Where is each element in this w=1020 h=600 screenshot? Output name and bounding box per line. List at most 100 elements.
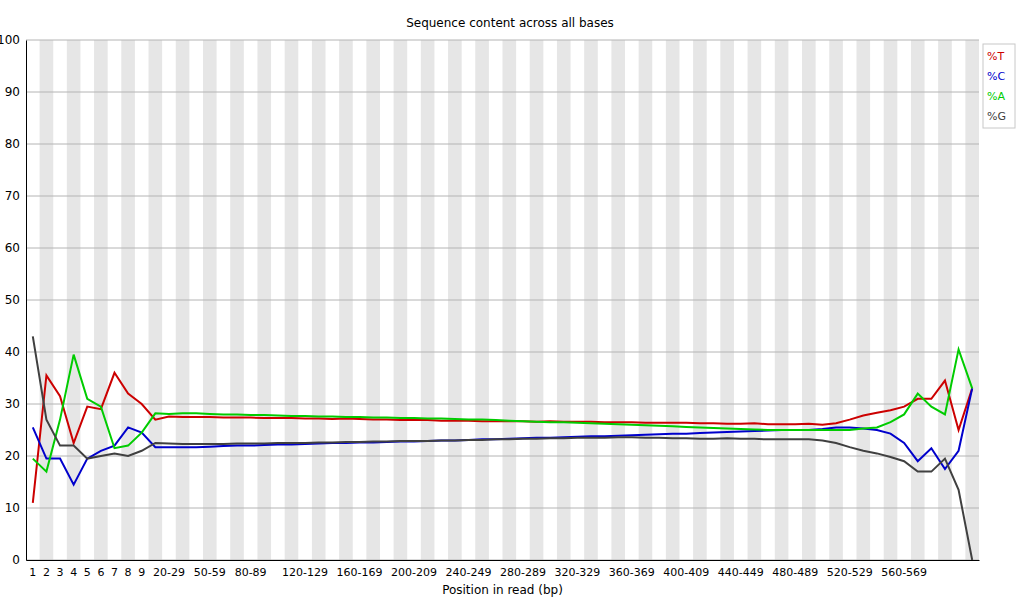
y-tick: 90 xyxy=(5,85,26,99)
y-tick: 0 xyxy=(12,553,26,567)
x-tick: 3 xyxy=(57,560,64,579)
y-axis: 0 10 20 30 40 50 60 70 80 90 100 xyxy=(0,33,27,567)
grid-line xyxy=(26,300,979,301)
grid-line xyxy=(26,404,979,405)
x-tick-label: 320-329 xyxy=(554,566,600,579)
series-line xyxy=(33,349,972,471)
y-tick-label: 20 xyxy=(5,449,20,463)
x-tick: 6 xyxy=(97,560,104,579)
x-tick: 520-529 xyxy=(827,560,873,579)
grid-line xyxy=(26,196,979,197)
x-tick: 8 xyxy=(125,560,132,579)
x-tick: 200-209 xyxy=(391,560,437,579)
y-tick: 80 xyxy=(5,137,26,151)
x-tick: 360-369 xyxy=(609,560,655,579)
y-tick: 30 xyxy=(5,397,26,411)
y-tick-label: 70 xyxy=(5,189,20,203)
x-tick: 1 xyxy=(29,560,36,579)
x-tick-label: 360-369 xyxy=(609,566,655,579)
y-axis-line xyxy=(26,41,27,561)
x-axis: 123456789 20-29 50-59 80-89 120-129 160-169 20… xyxy=(27,560,980,579)
y-tick-label: 90 xyxy=(5,85,20,99)
x-tick: 2 xyxy=(43,560,50,579)
x-tick-label: 440-449 xyxy=(718,566,764,579)
title: Sequence content across all bases xyxy=(406,16,614,30)
y-tick: 10 xyxy=(5,501,26,515)
legend-label: %T xyxy=(987,50,1004,63)
legend-label: %G xyxy=(987,110,1006,123)
grid-line xyxy=(26,508,979,509)
x-tick-label: 3 xyxy=(57,566,64,579)
y-tick: 50 xyxy=(5,293,26,307)
grid-line xyxy=(26,456,979,457)
x-tick-label: 1 xyxy=(29,566,36,579)
y-tick-label: 10 xyxy=(5,501,20,515)
legend-label: %A xyxy=(987,90,1005,103)
x-axis-line xyxy=(27,560,980,561)
y-tick-label: 100 xyxy=(0,33,20,47)
grid-line xyxy=(26,560,979,561)
x-tick: 480-489 xyxy=(772,560,818,579)
y-tick: 70 xyxy=(5,189,26,203)
x-tick: 280-289 xyxy=(500,560,546,579)
x-tick-label: 160-169 xyxy=(337,566,383,579)
x-tick-label: 280-289 xyxy=(500,566,546,579)
x-tick: 50-59 xyxy=(194,560,226,579)
y-tick: 40 xyxy=(5,345,26,359)
x-tick-label: 8 xyxy=(125,566,132,579)
grid xyxy=(26,40,979,560)
legend-box xyxy=(983,44,1015,128)
y-tick-label: 50 xyxy=(5,293,20,307)
x-tick-label: 80-89 xyxy=(235,566,267,579)
legend-label: %C xyxy=(987,70,1005,83)
x-tick-label: 2 xyxy=(43,566,50,579)
x-tick-label: 50-59 xyxy=(194,566,226,579)
x-tick-label: 20-29 xyxy=(153,566,185,579)
y-tick-label: 0 xyxy=(12,553,20,567)
x-tick: 80-89 xyxy=(235,560,267,579)
x-tick: 560-569 xyxy=(881,560,927,579)
x-tick-label: 240-249 xyxy=(445,566,491,579)
y-tick-label: 30 xyxy=(5,397,20,411)
y-tick: 60 xyxy=(5,241,26,255)
legend: %T %C %A %G xyxy=(983,44,1015,128)
y-tick: 100 xyxy=(0,33,26,47)
chart: Sequence content across all bases0102030… xyxy=(0,0,1020,600)
series-line xyxy=(33,336,972,560)
series-line xyxy=(33,373,972,503)
x-tick: 400-409 xyxy=(663,560,709,579)
x-axis-title: Position in read (bp) xyxy=(442,583,563,597)
x-tick-label: 6 xyxy=(97,566,104,579)
x-tick: 20-29 xyxy=(153,560,185,579)
grid-line xyxy=(26,352,979,353)
series-line xyxy=(33,388,972,484)
grid-line xyxy=(26,144,979,145)
x-tick: 120-129 xyxy=(282,560,328,579)
y-tick-label: 60 xyxy=(5,241,20,255)
x-tick-label: 9 xyxy=(138,566,145,579)
y-tick-label: 40 xyxy=(5,345,20,359)
x-tick: 160-169 xyxy=(337,560,383,579)
x-tick-label: 480-489 xyxy=(772,566,818,579)
grid-line xyxy=(26,248,979,249)
y-tick-label: 80 xyxy=(5,137,20,151)
grid-line xyxy=(26,40,979,41)
lines xyxy=(33,336,972,560)
x-tick-label: 5 xyxy=(84,566,91,579)
x-tick: 240-249 xyxy=(445,560,491,579)
x-tick: 440-449 xyxy=(718,560,764,579)
x-tick-label: 400-409 xyxy=(663,566,709,579)
x-tick-label: 7 xyxy=(111,566,118,579)
x-tick-label: 200-209 xyxy=(391,566,437,579)
x-tick: 4 xyxy=(70,560,77,579)
x-tick-label: 520-529 xyxy=(827,566,873,579)
y-tick: 20 xyxy=(5,449,26,463)
x-tick: 320-329 xyxy=(554,560,600,579)
x-tick-label: 560-569 xyxy=(881,566,927,579)
x-tick-label: 120-129 xyxy=(282,566,328,579)
x-tick: 5 xyxy=(84,560,91,579)
x-tick-label: 4 xyxy=(70,566,77,579)
grid-line xyxy=(26,92,979,93)
x-tick: 9 xyxy=(138,560,145,579)
x-tick: 7 xyxy=(111,560,118,579)
